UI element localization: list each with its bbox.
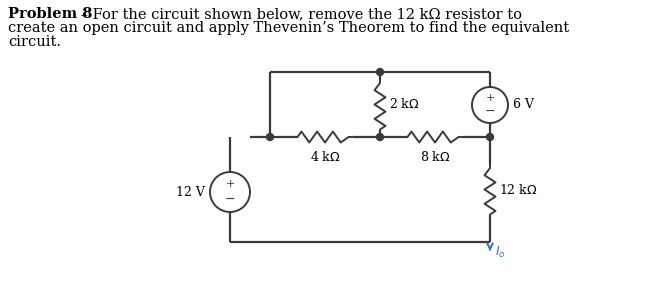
Text: −: − <box>224 193 235 206</box>
Text: 8 k$\Omega$: 8 k$\Omega$ <box>420 150 450 164</box>
Text: 12 V: 12 V <box>176 185 205 199</box>
Text: +: + <box>225 179 234 189</box>
Text: 4 k$\Omega$: 4 k$\Omega$ <box>310 150 340 164</box>
Text: −: − <box>485 105 496 118</box>
Text: 2 k$\Omega$: 2 k$\Omega$ <box>389 98 420 111</box>
Text: 12 k$\Omega$: 12 k$\Omega$ <box>499 182 537 196</box>
Circle shape <box>376 134 384 141</box>
Text: – For the circuit shown below, remove the 12 kΩ resistor to: – For the circuit shown below, remove th… <box>76 7 522 21</box>
Circle shape <box>266 134 274 141</box>
Text: $I_o$: $I_o$ <box>495 244 505 259</box>
Text: Problem 8: Problem 8 <box>8 7 93 21</box>
Text: +: + <box>486 93 495 103</box>
Text: 6 V: 6 V <box>513 99 534 111</box>
Text: circuit.: circuit. <box>8 35 61 49</box>
Circle shape <box>486 134 494 141</box>
Text: create an open circuit and apply Thevenin’s Theorem to find the equivalent: create an open circuit and apply Theveni… <box>8 21 569 35</box>
Circle shape <box>376 68 384 76</box>
